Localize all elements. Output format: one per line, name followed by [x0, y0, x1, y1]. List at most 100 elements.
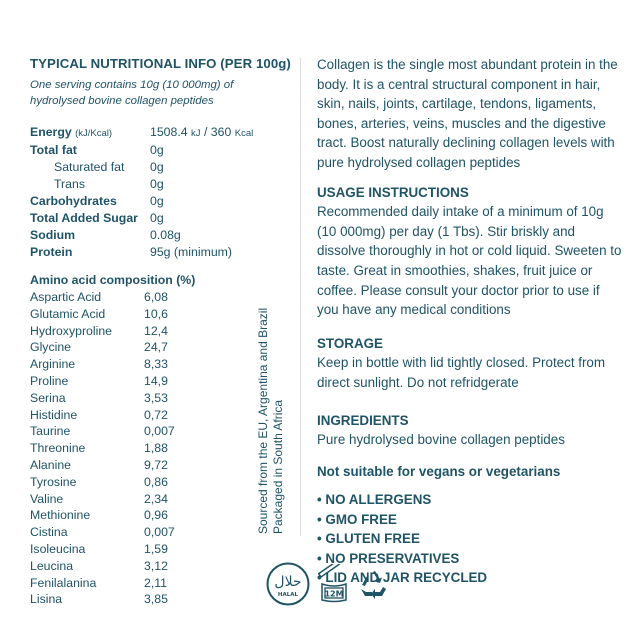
amino-value: 14,9 — [144, 373, 168, 388]
nutrition-row: Saturated fat 0g — [30, 159, 292, 176]
amino-value: 1,59 — [144, 541, 168, 556]
amino-row: Aspartic Acid 6,08 — [30, 289, 292, 306]
nutrition-row: Protein 95g (minimum) — [30, 244, 292, 261]
energy-label: Energy (kJ/Kcal) — [30, 125, 113, 139]
amino-label: Alanine — [30, 457, 72, 472]
amino-label: Fenilalanina — [30, 575, 97, 590]
amino-label: Aspartic Acid — [30, 290, 102, 304]
ingredients-title: INGREDIENTS — [317, 412, 409, 428]
energy-value: 1508.4 kJ / 360 Kcal — [150, 125, 254, 139]
amino-label: Leucina — [30, 558, 74, 573]
amino-row: Methionine 0,96 — [30, 507, 292, 524]
amino-value: 8,33 — [144, 357, 168, 372]
amino-row: Serina 3,53 — [30, 390, 292, 407]
amino-value: 0,72 — [144, 407, 168, 422]
amino-value: 0,007 — [144, 525, 175, 540]
nutrient-value: 0g — [150, 143, 164, 157]
nutrient-label: Saturated fat — [54, 160, 125, 174]
amino-value: 24,7 — [144, 340, 168, 355]
amino-label: Taurine — [30, 424, 71, 439]
nutrition-panel: TYPICAL NUTRITIONAL INFO (PER 100g) One … — [30, 56, 292, 608]
ingredients-text: Pure hydrolysed bovine collagen peptides — [317, 432, 565, 448]
storage-text: Keep in bottle with lid tightly closed. … — [317, 355, 606, 390]
amino-row: Taurine 0,007 — [30, 423, 292, 440]
amino-row: Fenilalanina 2,11 — [30, 575, 292, 592]
amino-row: Leucina 3,12 — [30, 558, 292, 575]
serving-line: hydrolysed bovine collagen peptides — [30, 95, 214, 107]
nutrient-value: 0g — [150, 211, 164, 225]
amino-label: Valine — [30, 491, 64, 506]
amino-value: 12,4 — [144, 323, 168, 338]
amino-label: Proline — [30, 373, 69, 388]
amino-label: Histidine — [30, 407, 78, 422]
amino-label: Isoleucina — [30, 541, 86, 556]
svg-text:حلال: حلال — [274, 574, 301, 590]
nutrient-label: Carbohydrates — [30, 194, 117, 208]
feature-bullet: • GMO FREE — [317, 511, 397, 527]
halal-icon: حلال HALAL — [266, 562, 310, 606]
intro-text: Collagen is the single most abundant pro… — [317, 57, 618, 170]
info-panel: Collagen is the single most abundant pro… — [317, 55, 622, 588]
origin-text: Sourced from the EU, Argentina and Brazi… — [256, 307, 285, 534]
amino-value: 10,6 — [144, 306, 168, 321]
certification-icons: حلال HALAL 12M — [266, 562, 388, 606]
recycle-icon — [361, 571, 386, 599]
nutrient-value: 0g — [150, 177, 164, 191]
amino-row: Hydroxyproline 12,4 — [30, 323, 292, 340]
nutrient-value: 0g — [150, 194, 164, 208]
feature-bullet: • LID AND JAR RECYCLED — [317, 570, 488, 586]
nutrient-label: Total Added Sugar — [30, 211, 138, 225]
feature-bullet: • NO ALLERGENS — [317, 492, 432, 508]
amino-value: 3,12 — [144, 558, 168, 573]
amino-label: Threonine — [30, 441, 86, 456]
nutrition-title: TYPICAL NUTRITIONAL INFO (PER 100g) — [30, 56, 291, 71]
nutrition-row: Trans 0g — [30, 176, 292, 193]
amino-value: 2,34 — [144, 491, 168, 506]
amino-label: Methionine — [30, 508, 91, 523]
amino-label: Hydroxyproline — [30, 323, 113, 338]
nutrient-value: 0.08g — [150, 228, 181, 242]
amino-label: Cistina — [30, 525, 68, 540]
amino-value: 6,08 — [144, 290, 168, 304]
nutrition-row: Total fat 0g — [30, 142, 292, 159]
amino-value: 3,53 — [144, 390, 168, 405]
svg-text:12M: 12M — [324, 590, 343, 599]
vegan-warning: Not suitable for vegans or vegetarians — [317, 463, 561, 479]
serving-note: One serving contains 10g (10 000mg) of hy… — [30, 77, 292, 109]
amino-label: Arginine — [30, 357, 76, 372]
amino-value: 0,86 — [144, 474, 168, 489]
amino-label: Tyrosine — [30, 474, 77, 489]
amino-value: 3,85 — [144, 592, 168, 607]
amino-label: Glycine — [30, 340, 72, 355]
nutrient-label: Protein — [30, 245, 73, 259]
amino-row: Proline 14,9 — [30, 373, 292, 390]
feature-bullet: • NO PRESERVATIVES — [317, 550, 460, 566]
amino-label: Serina — [30, 390, 66, 405]
amino-value: 9,72 — [144, 457, 168, 472]
amino-row: Histidine 0,72 — [30, 407, 292, 424]
amino-row: Alanine 9,72 — [30, 457, 292, 474]
amino-value: 0,96 — [144, 508, 168, 523]
amino-row: Glutamic Acid 10,6 — [30, 306, 292, 323]
usage-text: Recommended daily intake of a minimum of… — [317, 204, 622, 318]
amino-row: Threonine 1,88 — [30, 440, 292, 457]
amino-label: Lisina — [30, 592, 63, 607]
nutrient-label: Trans — [54, 177, 85, 191]
open-jar-12m-icon: 12M — [318, 564, 347, 603]
amino-label: Glutamic Acid — [30, 306, 106, 321]
energy-row: Energy (kJ/Kcal) 1508.4 kJ / 360 Kcal — [30, 124, 292, 142]
amino-row: Tyrosine 0,86 — [30, 474, 292, 491]
amino-row: Cistina 0,007 — [30, 524, 292, 541]
feature-bullet: • GLUTEN FREE — [317, 531, 420, 547]
amino-row: Arginine 8,33 — [30, 356, 292, 373]
nutrient-value: 95g (minimum) — [150, 245, 232, 259]
storage-title: STORAGE — [317, 335, 383, 351]
svg-text:HALAL: HALAL — [278, 592, 299, 598]
nutrient-label: Sodium — [30, 228, 76, 242]
nutrition-row: Total Added Sugar 0g — [30, 210, 292, 227]
amino-row: Valine 2,34 — [30, 491, 292, 508]
divider — [300, 58, 301, 536]
nutrition-row: Carbohydrates 0g — [30, 193, 292, 210]
amino-value: 1,88 — [144, 441, 168, 456]
nutrition-row: Sodium 0.08g — [30, 227, 292, 244]
